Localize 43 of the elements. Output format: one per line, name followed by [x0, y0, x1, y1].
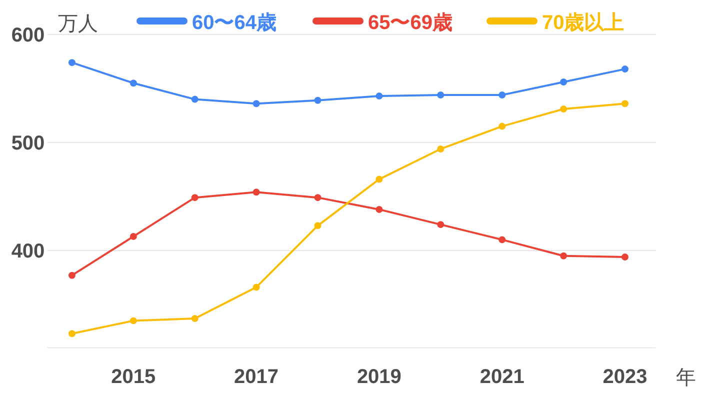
point [437, 221, 444, 228]
point [252, 284, 260, 291]
point [437, 91, 444, 98]
x-axis-title: 年 [676, 367, 696, 389]
point [498, 236, 506, 244]
point [68, 59, 76, 66]
point [498, 91, 506, 98]
point [130, 232, 137, 240]
point [68, 272, 76, 279]
point [191, 96, 198, 103]
x-tick-label: 2019 [356, 366, 402, 388]
legend-label: 60〜64歳 [192, 12, 276, 34]
point [314, 194, 322, 202]
x-tick-label: 2021 [480, 366, 524, 388]
point [437, 145, 444, 152]
point [376, 206, 383, 213]
y-axis-title: 万人 [58, 13, 98, 35]
point [191, 315, 198, 322]
point [560, 78, 568, 86]
point [621, 100, 628, 108]
legend-label: 65〜69歳 [368, 12, 452, 34]
y-tick-label: 600 [11, 24, 45, 46]
point [621, 66, 628, 73]
point [560, 252, 568, 260]
x-tick-label: 2023 [602, 366, 648, 388]
point [130, 80, 137, 87]
point [498, 122, 506, 130]
point [252, 188, 260, 196]
legend-label: 70歳以上 [542, 12, 624, 34]
point [191, 194, 198, 202]
x-tick-label: 2017 [234, 366, 279, 388]
point [252, 100, 260, 108]
point [621, 253, 628, 260]
point [560, 106, 568, 113]
point [376, 92, 383, 100]
point [130, 317, 137, 324]
y-tick-label: 400 [11, 240, 45, 262]
point [314, 96, 322, 104]
x-tick-label: 2015 [111, 366, 156, 388]
point [68, 330, 76, 338]
point [314, 222, 322, 230]
point [376, 176, 383, 183]
y-tick-label: 500 [11, 132, 45, 154]
